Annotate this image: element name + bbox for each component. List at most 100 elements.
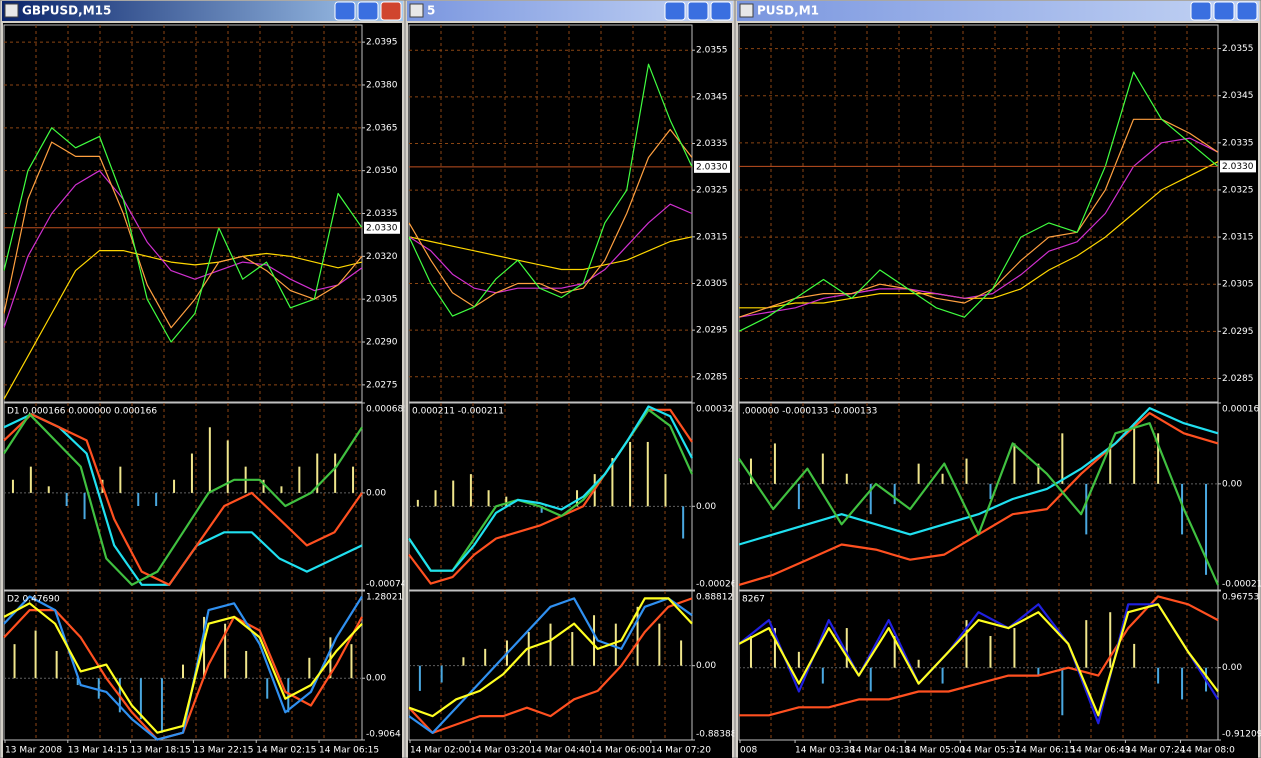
title-bar bbox=[407, 1, 733, 21]
histogram-bar bbox=[680, 640, 683, 666]
time-label: 13 Mar 2008 bbox=[5, 746, 62, 756]
histogram-bar bbox=[941, 667, 944, 684]
y-tick-label: 2.0380 bbox=[366, 80, 398, 90]
maximize-button[interactable] bbox=[357, 1, 379, 21]
histogram-bar bbox=[646, 441, 649, 507]
indicator-line bbox=[738, 407, 1219, 546]
time-label: 14 Mar 03:20 bbox=[470, 746, 530, 756]
histogram-bar bbox=[280, 486, 283, 493]
histogram-bar bbox=[440, 665, 443, 683]
time-label: 14 Mar 02:15 bbox=[256, 746, 316, 756]
minimize-button[interactable] bbox=[1190, 1, 1212, 21]
indicator-label: D1 0.000166 0.000000 0.000166 bbox=[7, 407, 157, 417]
time-label: 13 Mar 14:15 bbox=[68, 746, 128, 756]
histogram-bar bbox=[190, 453, 193, 493]
maximize-button[interactable] bbox=[687, 1, 709, 21]
indicator-line bbox=[3, 141, 363, 329]
time-label: 14 Mar 07:24 bbox=[1125, 746, 1185, 756]
indicator-line bbox=[3, 127, 363, 343]
y-tick-label: -0.00026 bbox=[696, 580, 737, 590]
indicator-line bbox=[408, 405, 693, 572]
histogram-bar bbox=[941, 473, 944, 484]
histogram-bar bbox=[1085, 483, 1088, 535]
histogram-bar bbox=[821, 453, 824, 484]
histogram-bar bbox=[1205, 483, 1208, 575]
histogram-bar bbox=[334, 453, 337, 493]
close-button[interactable] bbox=[710, 1, 732, 21]
pane bbox=[3, 402, 363, 591]
y-tick-label: 2.0305 bbox=[696, 279, 728, 289]
y-tick-label: 2.0350 bbox=[366, 166, 398, 176]
histogram-bar bbox=[1037, 463, 1040, 484]
histogram-bar bbox=[869, 667, 872, 692]
histogram-bar bbox=[487, 490, 490, 507]
histogram-bar bbox=[845, 628, 848, 668]
y-tick-label: 2.0295 bbox=[696, 326, 728, 336]
indicator-line bbox=[738, 603, 1219, 725]
pane bbox=[738, 590, 1219, 741]
histogram-bar bbox=[55, 650, 58, 679]
close-button[interactable] bbox=[380, 1, 402, 21]
histogram-bar bbox=[797, 651, 800, 668]
histogram-bar bbox=[965, 620, 968, 668]
histogram-bar bbox=[749, 635, 752, 668]
indicator-line bbox=[3, 170, 363, 328]
y-tick-label: -0.88388 bbox=[696, 730, 737, 740]
y-tick-label: 2.0285 bbox=[696, 372, 728, 382]
histogram-bar bbox=[611, 458, 614, 507]
minimize-button[interactable] bbox=[664, 1, 686, 21]
pane bbox=[408, 24, 693, 403]
y-tick-label: 1.28021 bbox=[366, 593, 403, 603]
histogram-bar bbox=[13, 644, 16, 679]
y-tick-label: 2.0315 bbox=[1222, 233, 1254, 243]
indicator-line bbox=[3, 413, 363, 586]
histogram-bar bbox=[308, 657, 311, 679]
histogram-bar bbox=[34, 630, 37, 679]
histogram-bar bbox=[29, 466, 32, 493]
y-tick-label: 2.0320 bbox=[366, 252, 398, 262]
y-tick-label: 0.88812 bbox=[696, 593, 733, 603]
y-tick-label: -0.00021 bbox=[1222, 580, 1261, 590]
maximize-button[interactable] bbox=[1213, 1, 1235, 21]
y-tick-label: 2.0325 bbox=[1222, 185, 1254, 195]
indicator-line bbox=[408, 597, 693, 734]
histogram-bar bbox=[629, 441, 632, 507]
y-tick-label: 2.0315 bbox=[696, 232, 728, 242]
histogram-bar bbox=[749, 458, 752, 484]
histogram-bar bbox=[97, 678, 100, 699]
time-label: 14 Mar 06:15 bbox=[319, 746, 379, 756]
histogram-bar bbox=[350, 644, 353, 679]
y-tick-label: 2.0295 bbox=[1222, 327, 1254, 337]
current-price-label: 2.0330 bbox=[1222, 162, 1254, 172]
y-tick-label: 0.00016 bbox=[1222, 405, 1259, 415]
time-label: 14 Mar 05:00 bbox=[905, 746, 965, 756]
histogram-bar bbox=[352, 466, 355, 493]
close-button[interactable] bbox=[1236, 1, 1258, 21]
indicator-line bbox=[739, 161, 1219, 309]
histogram-bar bbox=[203, 616, 206, 679]
histogram-bar bbox=[76, 678, 79, 686]
histogram-bar bbox=[1109, 443, 1112, 484]
histogram-bar bbox=[893, 635, 896, 668]
histogram-bar bbox=[797, 483, 800, 510]
minimize-button[interactable] bbox=[334, 1, 356, 21]
indicator-label: D2 0.47690 bbox=[7, 595, 60, 605]
indicator-label: 8267 bbox=[742, 595, 765, 605]
histogram-bar bbox=[821, 667, 824, 684]
histogram-bar bbox=[893, 483, 896, 505]
window-icon bbox=[4, 3, 19, 18]
histogram-bar bbox=[989, 635, 992, 668]
histogram-bar bbox=[65, 492, 68, 507]
y-tick-label: 2.0285 bbox=[1222, 374, 1254, 384]
histogram-bar bbox=[664, 474, 667, 507]
current-price-label: 2.0330 bbox=[696, 162, 728, 172]
y-tick-label: 0.00 bbox=[366, 488, 386, 498]
histogram-bar bbox=[47, 486, 50, 493]
histogram-bar bbox=[773, 628, 776, 668]
histogram-bar bbox=[484, 648, 487, 666]
y-tick-label: 0.96753 bbox=[1222, 593, 1259, 603]
time-label: 14 Mar 03:38 bbox=[795, 746, 855, 756]
histogram-bar bbox=[917, 463, 920, 484]
y-tick-label: 2.0395 bbox=[366, 38, 398, 48]
